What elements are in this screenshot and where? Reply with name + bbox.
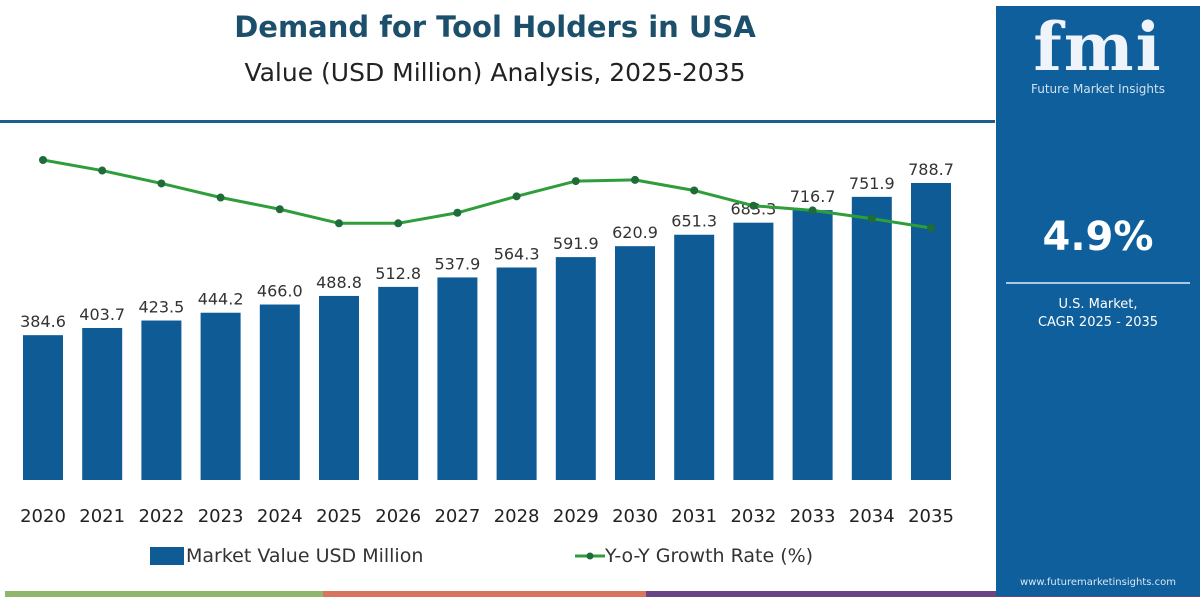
bar-2030 <box>615 246 655 480</box>
bar-2033 <box>792 210 833 480</box>
bar-2028 <box>496 267 537 480</box>
x-tick-label: 2032 <box>730 506 776 527</box>
cagr-label-line2: CAGR 2025 - 2035 <box>1037 315 1159 330</box>
bar-2031 <box>674 234 715 480</box>
x-tick-label: 2033 <box>790 506 836 527</box>
growth-point-2032 <box>749 201 758 210</box>
chart-title: Demand for Tool Holders in USA <box>234 10 756 44</box>
cagr-divider <box>1006 282 1190 284</box>
growth-point-2034 <box>867 214 876 223</box>
growth-point-2027 <box>453 208 462 217</box>
bar-2027 <box>437 277 478 480</box>
bar-2023 <box>200 312 241 480</box>
bar-value-label: 423.5 <box>138 298 184 317</box>
chart-subtitle: Value (USD Million) Analysis, 2025-2035 <box>244 58 746 87</box>
growth-point-2030 <box>631 175 639 184</box>
chart-area: 384.6 2020 403.7 2021 423.5 2022 444.2 2023 466.… <box>20 156 954 527</box>
bar-value-label: 537.9 <box>434 254 480 273</box>
growth-point-2031 <box>690 186 699 195</box>
x-tick-label: 2030 <box>612 506 658 527</box>
x-tick-label: 2025 <box>316 506 362 527</box>
bar-value-label: 651.3 <box>671 212 717 231</box>
x-tick-label: 2029 <box>553 506 599 527</box>
x-tick-label: 2020 <box>20 506 66 527</box>
x-tick-label: 2034 <box>849 506 895 527</box>
bar-value-label: 716.7 <box>790 187 836 206</box>
growth-point-2033 <box>808 206 817 215</box>
bar-value-label: 444.2 <box>198 290 244 309</box>
x-tick-label: 2023 <box>198 506 244 527</box>
growth-point-2025 <box>335 219 343 228</box>
bar-value-label: 620.9 <box>612 223 658 242</box>
bar-value-label: 403.7 <box>79 305 125 324</box>
growth-point-2021 <box>98 166 107 175</box>
growth-rate-line <box>42 158 932 230</box>
x-tick-label: 2031 <box>671 506 717 527</box>
bar-2034 <box>851 196 892 481</box>
header-divider <box>0 120 995 123</box>
bar-2021 <box>82 327 123 480</box>
bar-value-label: 384.6 <box>20 312 66 331</box>
legend-label: Market Value USD Million <box>186 545 424 567</box>
bar-value-label: 591.9 <box>553 234 599 253</box>
legend-label: Y-o-Y Growth Rate (%) <box>605 545 814 567</box>
bar-value-label: 466.0 <box>257 282 303 301</box>
bar-2024 <box>259 304 300 480</box>
x-tick-label: 2035 <box>908 506 954 527</box>
logo-subtitle: Future Market Insights <box>1030 82 1165 96</box>
bar-2029 <box>555 257 596 480</box>
x-tick-label: 2022 <box>138 506 184 527</box>
growth-point-2035 <box>927 224 935 232</box>
cagr-value: 4.9% <box>1042 214 1154 260</box>
fmi-logo: fmi <box>1033 8 1163 86</box>
legend-bar-swatch <box>150 547 184 565</box>
growth-point-2028 <box>512 192 521 201</box>
x-tick-label: 2024 <box>257 506 303 527</box>
stripe-red <box>323 591 646 597</box>
website-link[interactable]: www.futuremarketinsights.com <box>1020 577 1176 588</box>
bar-2020 <box>23 335 63 480</box>
legend-growth-rate: Y-o-Y Growth Rate (%) <box>575 545 813 567</box>
x-tick-label: 2028 <box>494 506 540 527</box>
x-tick-label: 2027 <box>434 506 480 527</box>
bar-2035 <box>911 183 951 480</box>
stripe-green <box>5 591 323 597</box>
x-tick-label: 2026 <box>375 506 421 527</box>
bar-value-label: 788.7 <box>908 160 954 179</box>
legend-market-value: Market Value USD Million <box>150 545 423 567</box>
legend-line-swatch <box>575 552 605 560</box>
growth-point-2022 <box>157 179 166 188</box>
bar-2032 <box>733 222 774 480</box>
stripe-purple <box>646 591 1200 597</box>
growth-point-2024 <box>275 205 284 214</box>
x-tick-label: 2021 <box>79 506 125 527</box>
bar-value-label: 512.8 <box>375 264 421 283</box>
bar-value-label: 751.9 <box>849 174 895 193</box>
bar-2026 <box>378 286 419 480</box>
side-panel: fmi Future Market Insights 4.9% U.S. Mar… <box>996 6 1200 596</box>
growth-point-2020 <box>39 156 47 164</box>
bar-value-label: 564.3 <box>494 245 540 264</box>
bar-2025 <box>319 295 359 480</box>
cagr-label-line1: U.S. Market, <box>1058 297 1138 312</box>
growth-point-2026 <box>394 219 403 228</box>
growth-point-2023 <box>216 193 225 202</box>
growth-point-2029 <box>571 177 580 186</box>
bar-value-label: 488.8 <box>316 273 362 292</box>
bar-2022 <box>141 320 182 480</box>
